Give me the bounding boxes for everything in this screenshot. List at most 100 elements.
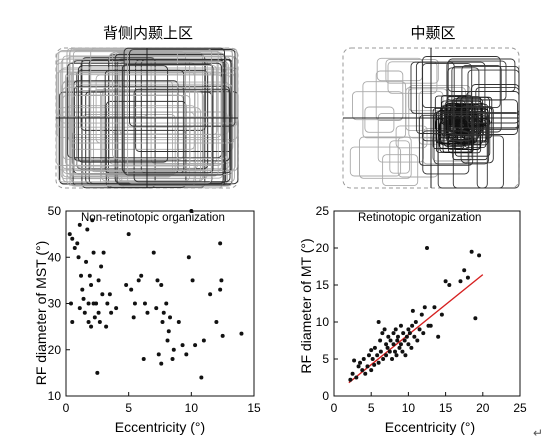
mst-scatter-plot: Non-retinotopic organization RF diameter… [33, 204, 261, 435]
mt-rf-outline [395, 125, 428, 149]
mt-data-point [361, 357, 366, 361]
mt-data-point [350, 371, 355, 376]
mst-x-axis-label: Eccentricity (°) [115, 419, 205, 435]
mt-data-point [419, 312, 424, 317]
mst-rf-outline [76, 89, 199, 169]
mt-data-point [436, 334, 441, 339]
mst-data-point [80, 287, 85, 292]
mst-data-point [91, 250, 96, 255]
mst-x-tick-label: 15 [247, 401, 261, 415]
mst-data-point [126, 232, 131, 237]
mst-data-point [114, 306, 119, 311]
mt-data-point [397, 345, 402, 350]
mt-data-point [393, 327, 398, 332]
mst-data-point [70, 236, 75, 241]
mst-data-point [109, 310, 114, 315]
mt-data-point [388, 338, 393, 343]
mst-data-point [131, 315, 136, 320]
mst-y-axis-label: RF diameter of MST (°) [33, 241, 49, 386]
mst-data-point [180, 343, 185, 348]
mst-data-point [77, 306, 82, 311]
mt-x-tick-label: 25 [513, 401, 527, 415]
mt-data-point [469, 249, 474, 254]
mst-data-point [95, 370, 100, 375]
mt-data-point [458, 279, 463, 284]
mst-rf-outline [105, 100, 187, 188]
mst-data-point [156, 352, 161, 357]
mst-rf-outline [127, 48, 213, 184]
mt-y-axis-label: RF diameter of MT (°) [298, 238, 314, 373]
mt-rf-outline [349, 146, 402, 177]
mt-data-point [386, 334, 391, 339]
mt-data-point [407, 331, 412, 336]
mt-rf-outline [352, 91, 404, 121]
mt-data-point [387, 349, 392, 354]
mst-data-point [69, 301, 74, 306]
mst-data-point [219, 278, 224, 283]
mst-data-point [160, 320, 165, 324]
mt-data-point [356, 364, 361, 369]
mt-data-point [412, 334, 417, 339]
mt-y-tick-label: 5 [322, 352, 329, 366]
mst-rf-outline [133, 88, 231, 183]
mst-rf-outline [60, 67, 239, 124]
mt-x-tick-label: 20 [476, 401, 490, 415]
mt-data-point [425, 246, 429, 250]
mt-data-point [366, 353, 371, 358]
mt-data-point [415, 338, 420, 343]
mt-data-point [410, 308, 415, 313]
mt-data-point [443, 279, 448, 284]
mst-data-point [97, 320, 102, 324]
mst-data-point [92, 315, 97, 320]
mt-y-tick-label: 20 [316, 241, 330, 255]
mst-data-point [124, 283, 129, 287]
mst-data-point [79, 273, 84, 278]
mt-data-point [447, 283, 452, 287]
mst-data-point [164, 301, 169, 306]
mt-data-point [382, 327, 387, 332]
mst-y-tick-label: 20 [48, 343, 62, 357]
mt-data-point [406, 327, 411, 332]
mst-data-point [193, 343, 198, 348]
mt-data-point [365, 364, 370, 369]
mt-rf-outline [471, 84, 520, 130]
mt-data-point [410, 323, 415, 328]
mst-data-point [199, 375, 204, 380]
mst-data-point [104, 324, 109, 329]
mt-plot-frame [333, 210, 521, 397]
mst-data-point [145, 310, 150, 315]
mt-data-point [401, 331, 406, 336]
mt-data-point [384, 342, 389, 347]
mst-data-point [77, 222, 82, 227]
mt-rf-outline [387, 61, 438, 94]
mst-y-tick-label: 40 [48, 250, 62, 264]
mst-data-point [96, 310, 101, 315]
mt-data-point [406, 342, 411, 347]
mt-data-point [391, 342, 396, 347]
mt-data-point [363, 371, 368, 376]
mst-data-point [67, 232, 72, 237]
return-mark: ↵ [533, 426, 543, 440]
mt-rf-outline [422, 130, 470, 175]
mst-rf-map [55, 47, 239, 189]
mst-data-point [166, 329, 171, 334]
mt-regression-line [348, 274, 484, 384]
mt-data-point [398, 323, 403, 328]
mst-x-tick-label: 0 [63, 401, 70, 415]
mt-data-point [380, 331, 385, 336]
mst-data-point [86, 301, 91, 306]
mst-y-tick-label: 10 [48, 389, 62, 403]
mst-data-point [155, 278, 160, 283]
mt-data-point [372, 345, 377, 350]
mt-rf-outline [359, 136, 412, 179]
mt-rf-outline [385, 58, 439, 84]
mt-data-point [370, 357, 375, 361]
mt-rf-outline [453, 99, 518, 135]
mt-rf-outline [447, 119, 482, 154]
mt-y-tick-label: 25 [316, 204, 330, 218]
mst-data-point [184, 352, 189, 357]
mst-data-point [189, 209, 194, 213]
mst-rf-outline [65, 74, 223, 171]
mst-data-point [89, 283, 94, 287]
